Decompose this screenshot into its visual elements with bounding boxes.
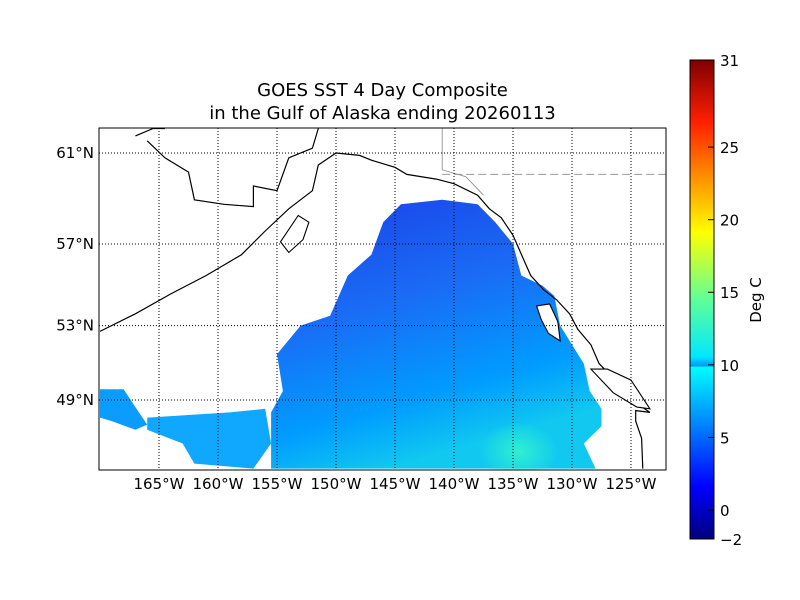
- lon-tick-label: 150°W: [311, 475, 362, 493]
- lat-tick-label: 57°N: [56, 235, 94, 253]
- lon-tick-label: 140°W: [429, 475, 480, 493]
- map-frame: [98, 127, 667, 471]
- colorbar-tick-label: 5: [720, 429, 730, 447]
- kodiak-island: [279, 214, 310, 254]
- lon-tick-label: 125°W: [606, 475, 657, 493]
- haida-gwaii: [535, 303, 561, 343]
- lat-tick-label: 49°N: [56, 391, 94, 409]
- colorbar-tick-label: 0: [720, 502, 730, 520]
- sst-patch-west: [100, 389, 148, 430]
- lat-tick-label: 61°N: [56, 144, 94, 162]
- chart-title-line1: GOES SST 4 Day Composite: [257, 80, 508, 101]
- lon-tick-label: 130°W: [547, 475, 598, 493]
- colorbar: 31 25 20 15 10 5 0 −2 Deg C: [689, 52, 765, 549]
- colorbar-tick-label: 20: [720, 212, 739, 230]
- vancouver-island: [589, 368, 652, 410]
- lon-tick-label: 145°W: [370, 475, 421, 493]
- lon-tick-label: 165°W: [134, 475, 185, 493]
- coastline-segment: [135, 128, 165, 137]
- colorbar-tick-label: −2: [720, 531, 742, 549]
- colorbar-tick-label: 15: [720, 284, 739, 302]
- colorbar-gradient: [689, 59, 715, 540]
- sst-patch-southwest: [147, 408, 272, 469]
- lon-tick-label: 155°W: [252, 475, 303, 493]
- colorbar-tick-label: 10: [720, 357, 739, 375]
- lat-tick-label: 53°N: [56, 317, 94, 335]
- sst-warm-patch: [478, 421, 559, 470]
- border-line: [441, 128, 484, 196]
- graticule: [99, 128, 666, 470]
- lat-tick-labels: 61°N 57°N 53°N 49°N: [56, 144, 94, 409]
- colorbar-tick-label: 31: [720, 52, 739, 70]
- colorbar-tick-label: 25: [720, 139, 739, 157]
- chart-title-line2: in the Gulf of Alaska ending 20260113: [209, 103, 556, 124]
- colorbar-label: Deg C: [747, 277, 765, 323]
- sst-main-region: [271, 199, 602, 469]
- lon-tick-label: 160°W: [193, 475, 244, 493]
- coastline: [99, 128, 666, 469]
- lon-tick-labels: 165°W 160°W 155°W 150°W 145°W 140°W 135°W 130°W…: [134, 475, 657, 493]
- sst-field: [100, 199, 602, 470]
- lon-tick-label: 135°W: [488, 475, 539, 493]
- coastline-segment: [146, 128, 319, 208]
